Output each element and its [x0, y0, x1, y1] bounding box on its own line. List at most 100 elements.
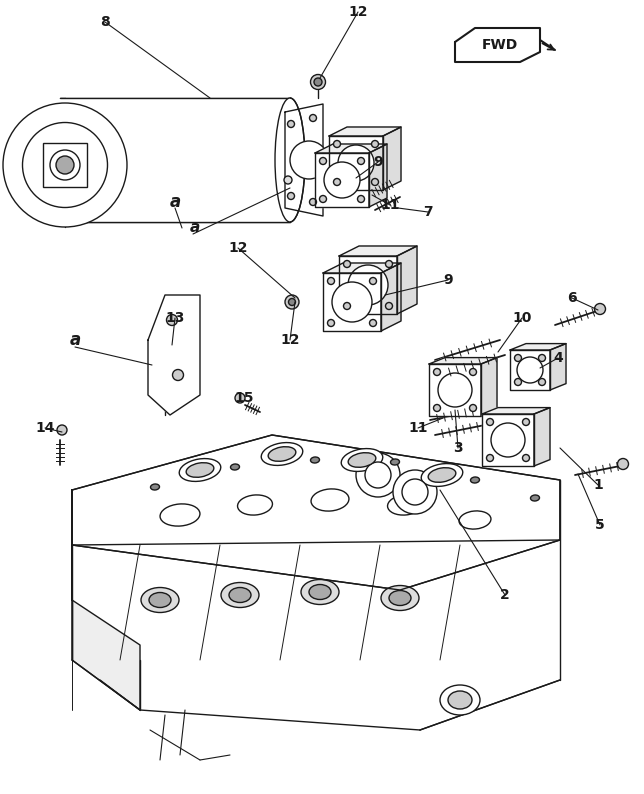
Polygon shape [534, 407, 550, 466]
Ellipse shape [284, 176, 292, 184]
Ellipse shape [167, 314, 178, 326]
Ellipse shape [328, 277, 334, 284]
Ellipse shape [328, 319, 334, 326]
Polygon shape [72, 435, 560, 590]
Ellipse shape [141, 588, 179, 612]
Text: 9: 9 [443, 273, 453, 287]
Ellipse shape [440, 685, 480, 715]
Ellipse shape [231, 464, 240, 470]
Polygon shape [72, 490, 140, 710]
Text: 15: 15 [234, 391, 254, 405]
Polygon shape [329, 136, 383, 190]
Ellipse shape [341, 449, 383, 472]
Ellipse shape [285, 295, 299, 309]
Ellipse shape [389, 591, 411, 606]
Ellipse shape [365, 462, 391, 488]
Ellipse shape [372, 179, 379, 186]
Text: 7: 7 [423, 205, 433, 219]
Polygon shape [323, 263, 401, 273]
Polygon shape [369, 144, 387, 207]
Text: 9: 9 [373, 155, 383, 169]
Ellipse shape [173, 369, 184, 380]
Ellipse shape [310, 114, 316, 121]
Ellipse shape [310, 457, 319, 463]
Polygon shape [329, 127, 401, 136]
Ellipse shape [57, 425, 67, 435]
Polygon shape [455, 28, 540, 62]
Ellipse shape [334, 179, 341, 186]
Ellipse shape [471, 477, 480, 483]
Ellipse shape [381, 585, 419, 611]
Text: 1: 1 [593, 478, 603, 492]
Ellipse shape [268, 447, 296, 461]
Ellipse shape [287, 192, 294, 199]
Ellipse shape [459, 511, 491, 529]
Polygon shape [510, 344, 566, 350]
Text: 11: 11 [408, 421, 428, 435]
Polygon shape [383, 127, 401, 190]
Text: 12: 12 [280, 333, 299, 347]
Ellipse shape [390, 459, 399, 465]
Ellipse shape [3, 103, 127, 227]
Ellipse shape [324, 162, 360, 198]
Ellipse shape [370, 319, 377, 326]
Ellipse shape [348, 453, 376, 468]
Ellipse shape [314, 78, 322, 86]
Text: 13: 13 [166, 311, 185, 325]
Text: a: a [190, 221, 200, 236]
Text: 4: 4 [553, 351, 563, 365]
Polygon shape [285, 104, 323, 216]
Ellipse shape [402, 479, 428, 505]
Ellipse shape [221, 583, 259, 607]
Ellipse shape [428, 468, 456, 482]
Ellipse shape [522, 418, 529, 426]
Ellipse shape [618, 458, 629, 469]
Text: 12: 12 [348, 5, 368, 19]
Ellipse shape [238, 495, 272, 515]
Ellipse shape [287, 121, 294, 128]
Ellipse shape [310, 198, 316, 206]
Polygon shape [315, 153, 369, 207]
Ellipse shape [357, 157, 365, 164]
Polygon shape [550, 344, 566, 390]
Ellipse shape [531, 495, 540, 501]
Ellipse shape [311, 489, 349, 511]
Ellipse shape [149, 592, 171, 607]
Ellipse shape [275, 98, 305, 222]
Ellipse shape [386, 260, 392, 268]
Ellipse shape [290, 141, 328, 179]
Ellipse shape [491, 423, 525, 457]
Text: 8: 8 [100, 15, 110, 29]
Polygon shape [482, 414, 534, 466]
Polygon shape [510, 350, 550, 390]
Ellipse shape [448, 691, 472, 709]
Ellipse shape [56, 156, 74, 174]
Ellipse shape [538, 379, 545, 386]
Ellipse shape [179, 459, 221, 481]
Ellipse shape [357, 195, 365, 202]
Text: 14: 14 [35, 421, 55, 435]
Ellipse shape [515, 379, 522, 386]
Polygon shape [397, 246, 417, 314]
Bar [43, 143, 87, 187]
Text: 6: 6 [567, 291, 577, 305]
Ellipse shape [393, 470, 437, 514]
Ellipse shape [517, 357, 543, 383]
Ellipse shape [301, 580, 339, 604]
Ellipse shape [309, 584, 331, 599]
Text: a: a [169, 193, 180, 211]
Ellipse shape [388, 495, 422, 515]
Ellipse shape [515, 354, 522, 361]
Ellipse shape [289, 299, 296, 306]
Polygon shape [315, 144, 387, 153]
Polygon shape [148, 295, 200, 415]
Text: a: a [70, 331, 80, 349]
Ellipse shape [160, 504, 200, 526]
Ellipse shape [486, 418, 493, 426]
Ellipse shape [370, 277, 377, 284]
Ellipse shape [421, 464, 463, 487]
Polygon shape [323, 273, 381, 331]
Ellipse shape [438, 373, 472, 407]
Polygon shape [429, 364, 481, 416]
Text: 12: 12 [228, 241, 248, 255]
